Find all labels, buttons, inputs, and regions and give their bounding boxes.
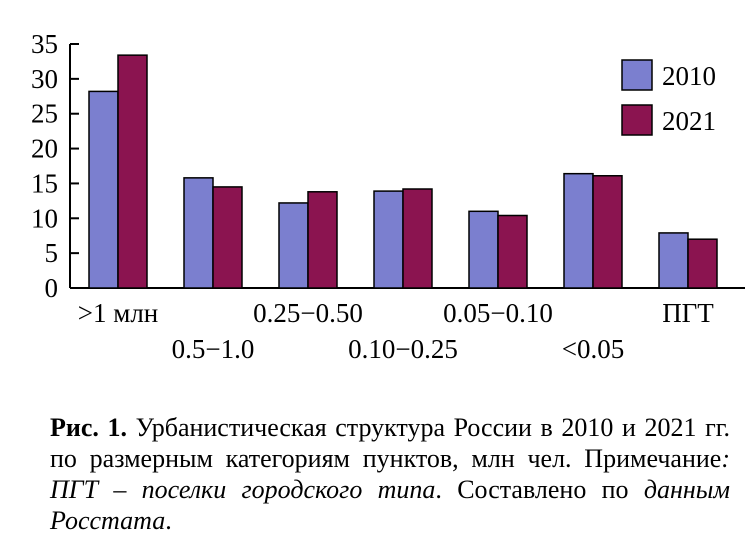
bar-2021 [687, 238, 718, 289]
bar-2010 [373, 190, 404, 289]
legend-swatch [621, 59, 653, 91]
bar-2010 [183, 177, 214, 289]
figure-label: Рис. 1. [50, 413, 127, 442]
chart-axes: 0 5 10 15 20 25 30 35 [31, 29, 745, 303]
y-tick-label: 0 [45, 273, 59, 303]
bar-2021 [402, 188, 433, 289]
bar-2021 [307, 191, 338, 289]
caption-end: . [165, 506, 172, 535]
y-tick-label: 10 [31, 203, 58, 233]
category-labels: >1 млн 0.5−1.0 0.25−0.50 0.10−0.25 0.05−0.10… [78, 298, 715, 364]
bar-2010 [278, 202, 309, 289]
bar-2010 [468, 210, 499, 289]
caption-note-rest: . Составлено по [435, 475, 644, 504]
legend-swatch [621, 104, 653, 136]
bar-2021 [117, 54, 148, 289]
chart-legend: 2010 2021 [621, 59, 716, 136]
y-tick-label: 25 [31, 99, 58, 129]
caption-source-italic: данным Росстата [50, 475, 730, 535]
figure-caption: Рис. 1. Урбанистическая структура России… [50, 412, 730, 536]
bar-2010 [658, 232, 689, 289]
bar-2021 [212, 186, 243, 289]
category-label: 0.5−1.0 [172, 334, 255, 364]
caption-note-label: Примечание [571, 444, 722, 473]
category-label: >1 млн [78, 298, 159, 328]
legend-label: 2021 [662, 106, 716, 136]
y-tick-label: 30 [31, 64, 58, 94]
y-tick-label: 15 [31, 168, 58, 198]
caption-note-colon: : [721, 444, 730, 473]
category-label: ПГТ [662, 298, 714, 328]
bar-2021 [497, 214, 528, 289]
bar-chart: 0 5 10 15 20 25 30 35 >1 млн 0.5−1.0 0.25−0.50 0.1… [31, 29, 745, 364]
category-label: <0.05 [562, 334, 624, 364]
category-label: 0.25−0.50 [253, 298, 363, 328]
legend-label: 2010 [662, 61, 716, 91]
category-label: 0.05−0.10 [443, 298, 553, 328]
bar-2010 [563, 172, 594, 289]
category-label: 0.10−0.25 [348, 334, 458, 364]
caption-main-text: Урбанистическая структура России в 2010 … [50, 413, 730, 473]
bar-2021 [592, 175, 623, 289]
caption-note-italic: ПГТ – поселки городского типа [50, 475, 436, 504]
bar-2010 [88, 90, 119, 289]
y-tick-label: 5 [45, 238, 59, 268]
y-tick-label: 35 [31, 29, 58, 59]
y-tick-label: 20 [31, 134, 58, 164]
chart-bars [88, 54, 718, 289]
